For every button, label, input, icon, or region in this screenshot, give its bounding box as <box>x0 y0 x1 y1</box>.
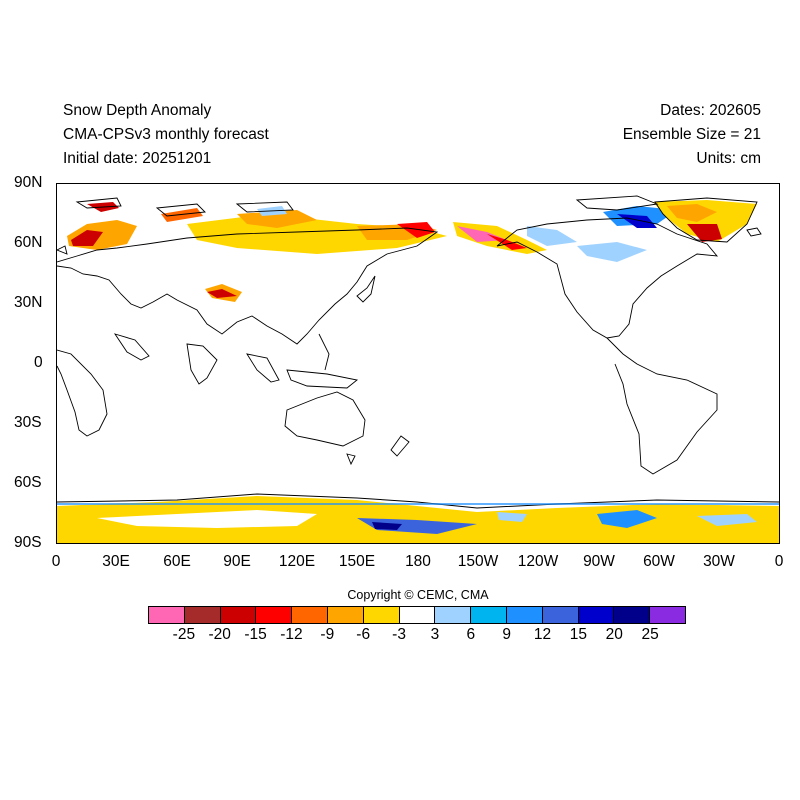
colorbar-label: -20 <box>208 626 231 643</box>
lat-label-30s: 30S <box>14 414 42 431</box>
arctic-anomaly-field <box>67 200 757 302</box>
colorbar-swatch <box>363 607 400 623</box>
colorbar-label: -6 <box>356 626 371 643</box>
map-subtitle: CMA-CPSv3 monthly forecast <box>63 126 269 143</box>
colorbar-swatch <box>471 607 507 623</box>
colorbar-swatch <box>506 607 543 623</box>
lon-label-60w: 60W <box>643 553 675 570</box>
colorbar-label: 3 <box>430 626 440 643</box>
lon-label-30e: 30E <box>102 553 130 570</box>
colorbar-label: 15 <box>569 626 588 643</box>
colorbar-swatch <box>578 607 615 623</box>
lon-label-0-west: 0 <box>51 553 61 570</box>
ensemble-size: Ensemble Size = 21 <box>622 126 761 143</box>
lon-label-60e: 60E <box>163 553 191 570</box>
colorbar-label: -12 <box>280 626 303 643</box>
initial-date: Initial date: 20251201 <box>63 150 212 167</box>
colorbar-swatch <box>256 607 293 623</box>
lat-label-30n: 30N <box>14 294 43 311</box>
lat-label-0: 0 <box>34 354 43 371</box>
lon-label-120w: 120W <box>517 553 559 570</box>
colorbar-label: 12 <box>533 626 552 643</box>
colorbar-label: -3 <box>392 626 406 643</box>
world-map <box>57 195 779 543</box>
colorbar-swatch <box>650 607 685 623</box>
lon-label-30w: 30W <box>703 553 735 570</box>
coastlines <box>57 195 762 475</box>
colorbar-swatch <box>399 607 436 623</box>
header-left: Snow Depth Anomaly CMA-CPSv3 monthly for… <box>63 99 269 171</box>
lon-label-90e: 90E <box>223 553 251 570</box>
map-frame <box>56 183 780 544</box>
colorbar-swatch <box>614 607 651 623</box>
colorbar-swatch <box>220 607 257 623</box>
colorbar-swatch <box>542 607 579 623</box>
lon-label-120e: 120E <box>278 553 316 570</box>
lat-label-60s: 60S <box>14 474 42 491</box>
antarctic-anomaly-field <box>57 493 779 543</box>
lat-label-90s: 90S <box>14 534 42 551</box>
lat-label-90n: 90N <box>14 174 43 191</box>
colorbar-label: -9 <box>320 626 335 643</box>
map-title: Snow Depth Anomaly <box>63 102 212 119</box>
colorbar-swatch <box>149 607 185 623</box>
lat-label-60n: 60N <box>14 234 43 251</box>
colorbar-label: 20 <box>605 626 623 643</box>
lon-label-90w: 90W <box>583 553 615 570</box>
colorbar-swatch <box>184 607 221 623</box>
lon-label-0-east: 0 <box>774 553 784 570</box>
forecast-dates: Dates: 202605 <box>660 102 761 119</box>
header-right: Dates: 202605 Ensemble Size = 21 Units: … <box>623 99 761 171</box>
copyright: Copyright © CEMC, CMA <box>347 588 489 602</box>
colorbar-swatch <box>435 607 472 623</box>
lon-label-150w: 150W <box>457 553 499 570</box>
lon-label-180: 180 <box>405 553 431 570</box>
colorbar-label: -25 <box>172 626 196 643</box>
colorbar-label: 6 <box>466 626 476 643</box>
colorbar-label: -15 <box>244 626 267 643</box>
colorbar-swatch <box>327 607 364 623</box>
colorbar-label: 9 <box>502 626 511 643</box>
colorbar-label: 25 <box>641 626 659 643</box>
units: Units: cm <box>696 150 761 167</box>
colorbar <box>148 606 686 624</box>
lon-label-150e: 150E <box>338 553 376 570</box>
colorbar-swatch <box>292 607 328 623</box>
